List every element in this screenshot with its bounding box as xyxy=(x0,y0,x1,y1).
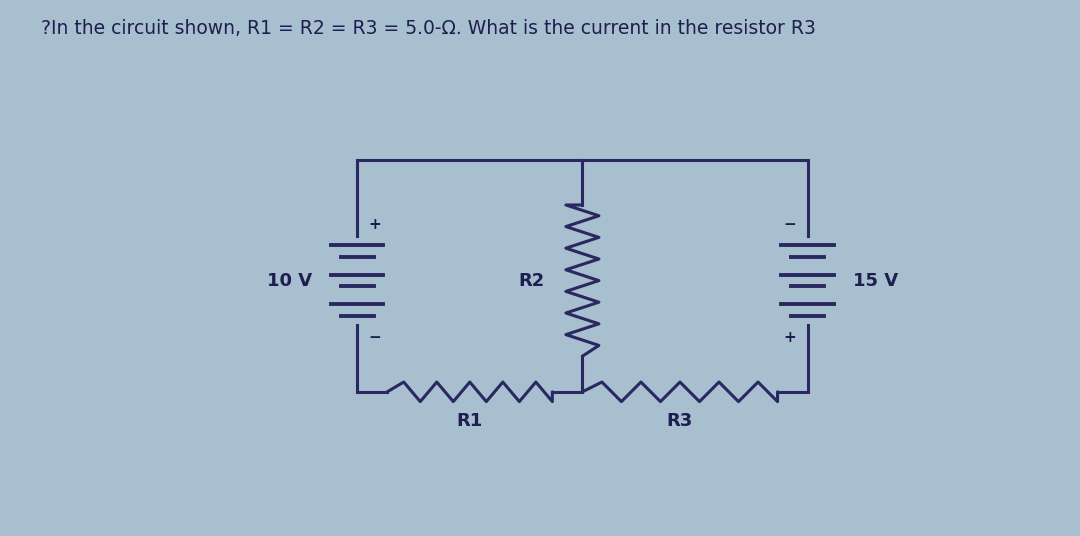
Text: +: + xyxy=(784,330,796,345)
Text: 15 V: 15 V xyxy=(852,272,897,289)
Text: R2: R2 xyxy=(518,272,544,289)
Text: −: − xyxy=(368,330,381,345)
Text: 10 V: 10 V xyxy=(267,272,312,289)
Text: ?In the circuit shown, R1 = R2 = R3 = 5.0-Ω. What is the current in the resistor: ?In the circuit shown, R1 = R2 = R3 = 5.… xyxy=(41,19,815,38)
Text: R1: R1 xyxy=(457,412,483,430)
Text: −: − xyxy=(784,217,796,232)
Text: R3: R3 xyxy=(666,412,693,430)
Text: +: + xyxy=(368,217,381,232)
